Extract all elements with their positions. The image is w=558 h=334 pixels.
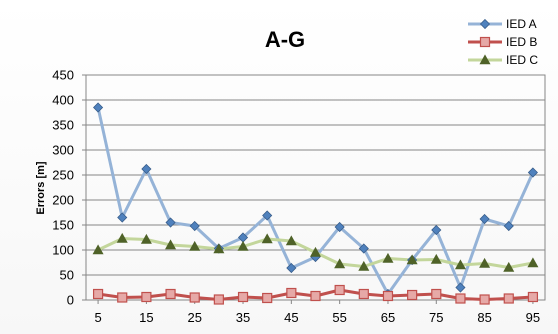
data-point-1 xyxy=(334,284,345,296)
data-point-1 xyxy=(310,290,321,302)
data-point-0 xyxy=(117,212,128,223)
data-point-2 xyxy=(334,258,346,269)
data-point-2 xyxy=(454,259,466,270)
data-point-0 xyxy=(479,213,490,225)
data-point-2 xyxy=(382,252,394,263)
data-point-1 xyxy=(431,288,442,300)
series-group xyxy=(92,102,539,305)
data-point-0 xyxy=(141,163,152,175)
data-point-2 xyxy=(140,233,152,244)
x-tick-label: 15 xyxy=(139,310,153,325)
data-point-0 xyxy=(503,220,514,232)
legend: IED A IED B IED C xyxy=(468,17,538,67)
data-point-2 xyxy=(309,246,322,257)
legend-marker xyxy=(479,36,491,48)
data-point-2 xyxy=(92,244,104,255)
data-point-2 xyxy=(237,240,249,251)
data-point-1 xyxy=(407,289,418,301)
legend-marker xyxy=(479,54,491,65)
y-tick-label: 350 xyxy=(52,118,74,133)
data-point-1 xyxy=(455,293,466,304)
data-point-2 xyxy=(479,257,491,268)
data-point-1 xyxy=(237,291,249,303)
y-tick-label: 150 xyxy=(52,218,74,233)
data-point-1 xyxy=(165,288,176,300)
data-point-1 xyxy=(117,292,128,303)
x-tick-label: 85 xyxy=(477,310,491,325)
x-tick-label: 35 xyxy=(236,310,250,325)
x-tick-label: 95 xyxy=(526,310,540,325)
x-tick-label: 5 xyxy=(94,310,101,325)
x-tick-label: 45 xyxy=(284,310,298,325)
data-point-2 xyxy=(116,232,128,243)
data-point-0 xyxy=(93,102,104,113)
data-point-2 xyxy=(165,239,177,250)
axes: 0 50 100 150 200 250 300 350 400 450 5 15 25 35 45 55 65… xyxy=(52,68,546,325)
y-tick-label: 450 xyxy=(52,68,74,83)
y-tick-label: 0 xyxy=(67,293,74,308)
data-point-2 xyxy=(503,261,515,272)
data-point-1 xyxy=(358,288,369,300)
data-point-1 xyxy=(92,288,104,300)
data-point-1 xyxy=(382,290,394,302)
data-point-0 xyxy=(334,221,345,233)
data-point-0 xyxy=(262,210,273,221)
data-point-1 xyxy=(286,287,297,299)
data-point-2 xyxy=(358,260,370,271)
data-point-2 xyxy=(527,257,539,268)
legend-marker xyxy=(479,18,491,30)
data-point-1 xyxy=(262,292,273,304)
data-point-2 xyxy=(213,243,225,254)
x-tick-label: 65 xyxy=(381,310,395,325)
x-tick-label: 75 xyxy=(429,310,443,325)
legend-item-label: IED B xyxy=(506,35,537,49)
data-point-1 xyxy=(189,292,200,303)
data-point-0 xyxy=(189,220,200,232)
data-point-2 xyxy=(261,233,273,244)
data-point-2 xyxy=(430,253,442,264)
legend-item-label: IED C xyxy=(506,53,538,67)
data-point-0 xyxy=(286,262,297,274)
legend-item-label: IED A xyxy=(506,17,537,31)
data-point-0 xyxy=(527,167,538,178)
data-point-0 xyxy=(431,224,442,236)
data-point-2 xyxy=(189,240,201,251)
x-tick-label: 55 xyxy=(332,310,346,325)
y-axis-label: Errors [m] xyxy=(35,161,47,215)
data-point-1 xyxy=(213,294,224,305)
data-point-0 xyxy=(455,282,466,293)
y-tick-label: 400 xyxy=(52,93,74,108)
data-point-1 xyxy=(503,293,514,304)
data-point-2 xyxy=(285,235,297,246)
data-point-1 xyxy=(479,294,490,305)
y-tick-label: 100 xyxy=(52,243,74,258)
data-point-2 xyxy=(406,254,418,265)
y-tick-label: 250 xyxy=(52,168,74,183)
data-point-0 xyxy=(358,243,369,254)
y-tick-label: 200 xyxy=(52,193,74,208)
y-tick-label: 50 xyxy=(60,268,74,283)
data-point-0 xyxy=(165,217,176,228)
data-point-1 xyxy=(527,291,539,303)
x-tick-label: 25 xyxy=(187,310,201,325)
y-tick-label: 300 xyxy=(52,143,74,158)
chart-title: A-G xyxy=(265,27,305,52)
data-point-1 xyxy=(141,291,152,303)
